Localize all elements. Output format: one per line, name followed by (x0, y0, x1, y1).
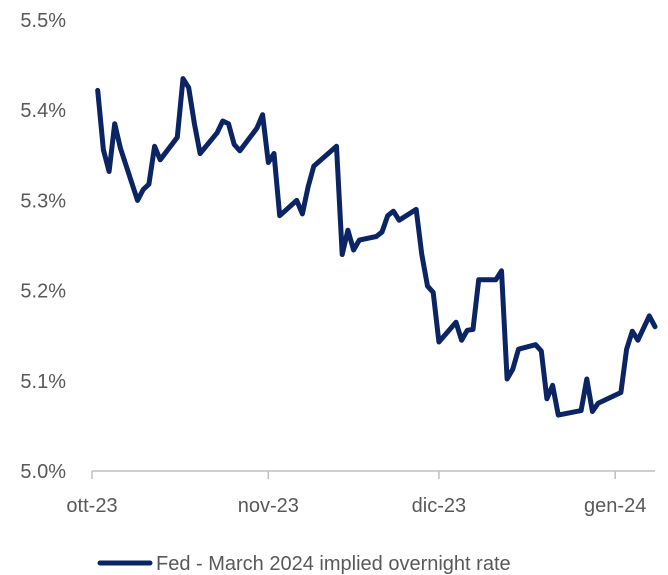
series-layer (95, 76, 658, 418)
legend: Fed - March 2024 implied overnight rate (97, 553, 511, 575)
y-axis-ticks: 5.0% 5.1% 5.2% 5.3% 5.4% 5.5% (20, 10, 66, 483)
y-tick-label: 5.0% (20, 461, 66, 483)
y-tick-label: 5.1% (20, 371, 66, 393)
y-tick-label: 5.2% (20, 281, 66, 303)
y-tick-label: 5.4% (20, 100, 66, 122)
x-tick-label: gen-24 (584, 495, 646, 517)
x-axis-ticks: ott-23 nov-23 dic-23 gen-24 (66, 471, 646, 517)
series-line (95, 76, 658, 418)
x-tick-label: nov-23 (238, 495, 299, 517)
y-tick-label: 5.3% (20, 190, 66, 212)
y-tick-label: 5.5% (20, 10, 66, 32)
x-tick-label: dic-23 (412, 495, 466, 517)
x-tick-label: ott-23 (66, 495, 117, 517)
legend-label: Fed - March 2024 implied overnight rate (156, 553, 511, 575)
